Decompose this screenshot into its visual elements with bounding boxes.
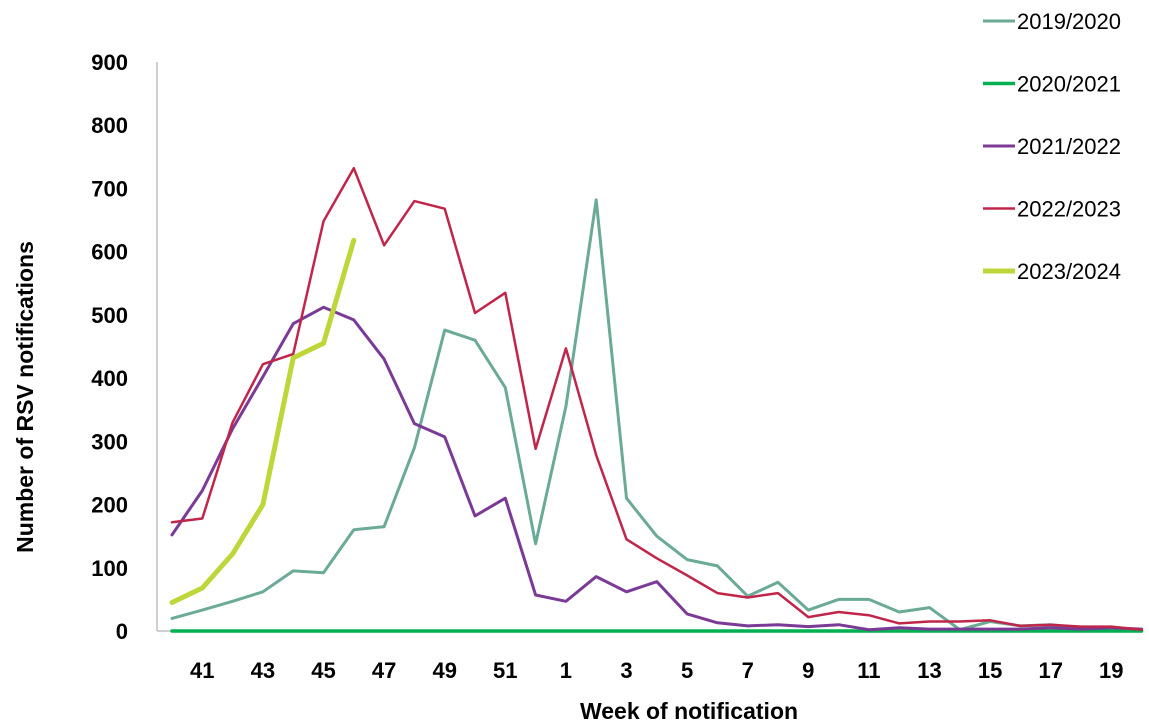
x-axis: 41 43 45 47 49 51 1 3 5 7 9 11 13 15 17 19 <box>157 630 1141 683</box>
x-tick-label: 43 <box>251 658 275 683</box>
legend: 2019/2020 2020/2021 2021/2022 2022/2023 2023… <box>983 9 1121 284</box>
x-tick-label: 15 <box>978 658 1002 683</box>
x-tick-label: 17 <box>1038 658 1062 683</box>
y-tick-label: 100 <box>91 556 128 581</box>
series-line-2021-2022 <box>170 305 1144 632</box>
y-tick-label: 0 <box>116 619 128 644</box>
legend-label: 2022/2023 <box>1017 197 1121 222</box>
legend-label: 2020/2021 <box>1017 72 1121 97</box>
x-tick-label: 19 <box>1099 658 1123 683</box>
x-tick-label: 5 <box>681 658 693 683</box>
y-tick-label: 700 <box>91 176 128 201</box>
y-tick-label: 300 <box>91 429 128 454</box>
x-tick-label: 9 <box>802 658 814 683</box>
series-line-2019-2020 <box>170 198 1144 632</box>
y-tick-label: 900 <box>91 50 128 75</box>
x-tick-label: 13 <box>917 658 941 683</box>
y-axis-label: Number of RSV notifications <box>12 241 38 553</box>
series-line-2022-2023 <box>170 166 1143 631</box>
legend-label: 2019/2020 <box>1017 9 1121 34</box>
y-tick-label: 800 <box>91 113 128 138</box>
y-axis: 0 100 200 300 400 500 600 700 800 900 <box>91 50 158 644</box>
x-tick-label: 51 <box>493 658 517 683</box>
y-tick-label: 400 <box>91 366 128 391</box>
x-tick-label: 1 <box>560 658 572 683</box>
x-tick-label: 3 <box>620 658 632 683</box>
x-tick-label: 45 <box>311 658 335 683</box>
x-tick-label: 49 <box>432 658 456 683</box>
legend-label: 2023/2024 <box>1017 259 1121 284</box>
x-tick-label: 11 <box>857 658 880 683</box>
x-axis-label: Week of notification <box>580 698 798 724</box>
x-tick-label: 41 <box>190 658 214 683</box>
y-tick-label: 500 <box>91 303 128 328</box>
plot-area <box>169 166 1144 633</box>
series-line-2023-2024 <box>169 237 357 605</box>
y-tick-label: 600 <box>91 240 128 265</box>
x-tick-label: 7 <box>742 658 754 683</box>
legend-label: 2021/2022 <box>1017 134 1121 159</box>
x-tick-label: 47 <box>372 658 396 683</box>
y-tick-label: 200 <box>91 493 128 518</box>
